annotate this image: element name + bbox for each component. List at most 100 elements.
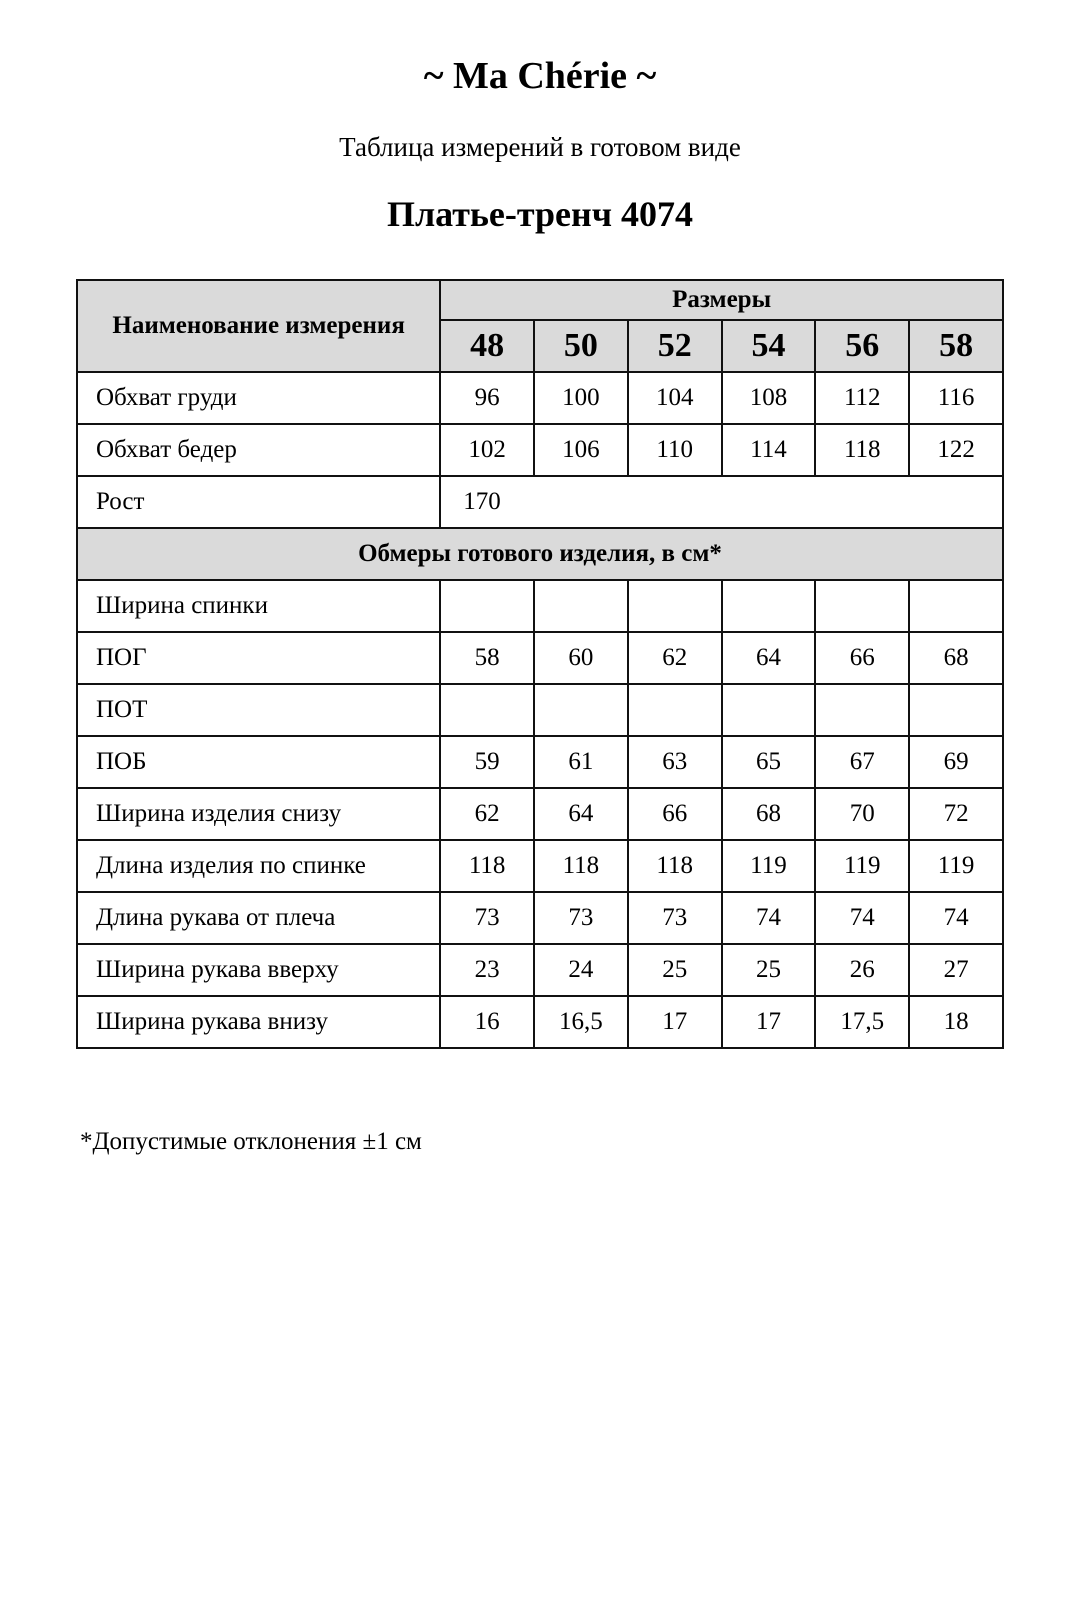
measurement-value [439,683,535,737]
document-subtitle: Таблица измерений в готовом виде [339,132,741,162]
measurement-value: 68 [908,631,1004,685]
measurement-value [814,579,911,633]
measurement-value: 17 [720,995,817,1049]
measurement-value: 119 [908,839,1004,893]
measurement-value: 118 [626,839,723,893]
measurement-value [720,683,817,737]
measurement-value [626,579,723,633]
measurement-value: 118 [533,839,629,893]
measurement-name: Рост [75,475,442,529]
measurement-name: Обхват груди [75,371,442,425]
measurement-name: Ширина изделия снизу [75,787,442,841]
measurement-value: 23 [439,943,535,997]
table-row: ПОТ [75,683,1004,737]
measurement-name: Ширина рукава вверху [75,943,442,997]
measurement-value: 69 [908,735,1004,789]
measurement-value: 102 [439,423,535,477]
measurement-value: 67 [814,735,911,789]
measurement-name: ПОБ [75,735,442,789]
measurement-value: 64 [720,631,817,685]
measurement-value: 58 [439,631,535,685]
measurement-value: 112 [814,371,911,425]
measurement-value: 25 [720,943,817,997]
measurement-name: Ширина спинки [75,579,442,633]
measurement-value: 59 [439,735,535,789]
measurement-value [533,579,629,633]
measurement-value: 74 [720,891,817,945]
measurement-name: Обхват бедер [75,423,442,477]
table-row: Ширина изделия снизу 62 64 66 68 70 72 [75,787,1004,841]
measurement-value: 106 [533,423,629,477]
size-header: 56 [814,319,911,373]
table-row: Ширина спинки [75,579,1004,633]
sizes-header: Размеры [439,279,1004,321]
size-header: 48 [439,319,535,373]
measurement-value: 170 [439,475,1004,529]
measurement-value: 24 [533,943,629,997]
table-row: Длина рукава от плеча 73 73 73 74 74 74 [75,891,1004,945]
measurement-value: 16,5 [533,995,629,1049]
measurement-value: 62 [626,631,723,685]
measurement-value: 18 [908,995,1004,1049]
measurement-value: 65 [720,735,817,789]
measurement-value: 26 [814,943,911,997]
name-header: Наименование измерения [75,279,442,373]
table-row: Рост 170 [75,475,1004,529]
measurement-value: 108 [720,371,817,425]
measurement-value: 62 [439,787,535,841]
measurement-value: 63 [626,735,723,789]
measurement-value: 116 [908,371,1004,425]
measurement-value: 72 [908,787,1004,841]
table-row: Ширина рукава внизу 16 16,5 17 17 17,5 18 [75,995,1004,1049]
section-row: Обмеры готового изделия, в см* [76,527,1004,581]
measurement-value: 73 [626,891,723,945]
measurement-value: 100 [533,371,629,425]
measurement-name: ПОГ [75,631,442,685]
table-row: Ширина рукава вверху 23 24 25 25 26 27 [75,943,1004,997]
measurement-value: 118 [814,423,911,477]
measurement-value [626,683,723,737]
product-title: Платье-тренч 4074 [386,194,694,234]
measurement-value: 73 [439,891,535,945]
table-row: ПОБ 59 61 63 65 67 69 [75,735,1004,789]
size-table: Наименование измерения Размеры 48 50 52 54 5… [75,279,1004,1049]
measurement-value: 17,5 [814,995,911,1049]
measurement-value: 73 [533,891,629,945]
measurement-value: 17 [626,995,723,1049]
measurement-value: 61 [533,735,629,789]
measurement-value [720,579,817,633]
measurement-value: 114 [720,423,817,477]
brand-title: ~ Ma Chérie ~ [423,55,657,97]
measurement-value: 16 [439,995,535,1049]
size-header: 50 [533,319,629,373]
measurement-value [814,683,911,737]
measurement-value: 25 [626,943,723,997]
measurement-value: 110 [626,423,723,477]
section-header: Обмеры готового изделия, в см* [76,527,1004,581]
measurement-value [908,683,1004,737]
measurement-value: 74 [814,891,911,945]
size-header: 54 [720,319,817,373]
measurement-value: 96 [439,371,535,425]
footnote: *Допустимые отклонения ±1 см [80,1128,422,1155]
measurement-value: 27 [908,943,1004,997]
measurement-value: 74 [908,891,1004,945]
measurement-name: Длина изделия по спинке [75,839,442,893]
table-row: Длина изделия по спинке 118 118 118 119 119 11… [75,839,1004,893]
measurement-value: 70 [814,787,911,841]
measurement-value: 68 [720,787,817,841]
measurement-value [908,579,1004,633]
table-row: Обхват груди 96 100 104 108 112 116 [75,371,1004,425]
measurement-value: 64 [533,787,629,841]
measurement-value: 104 [626,371,723,425]
table-row: ПОГ 58 60 62 64 66 68 [75,631,1004,685]
table-row: Обхват бедер 102 106 110 114 118 122 [75,423,1004,477]
size-header: 58 [908,319,1004,373]
measurement-value: 122 [908,423,1004,477]
measurement-name: Ширина рукава внизу [75,995,442,1049]
measurement-value: 119 [814,839,911,893]
measurement-value [533,683,629,737]
measurement-value [439,579,535,633]
measurement-value: 118 [439,839,535,893]
measurement-name: ПОТ [75,683,442,737]
